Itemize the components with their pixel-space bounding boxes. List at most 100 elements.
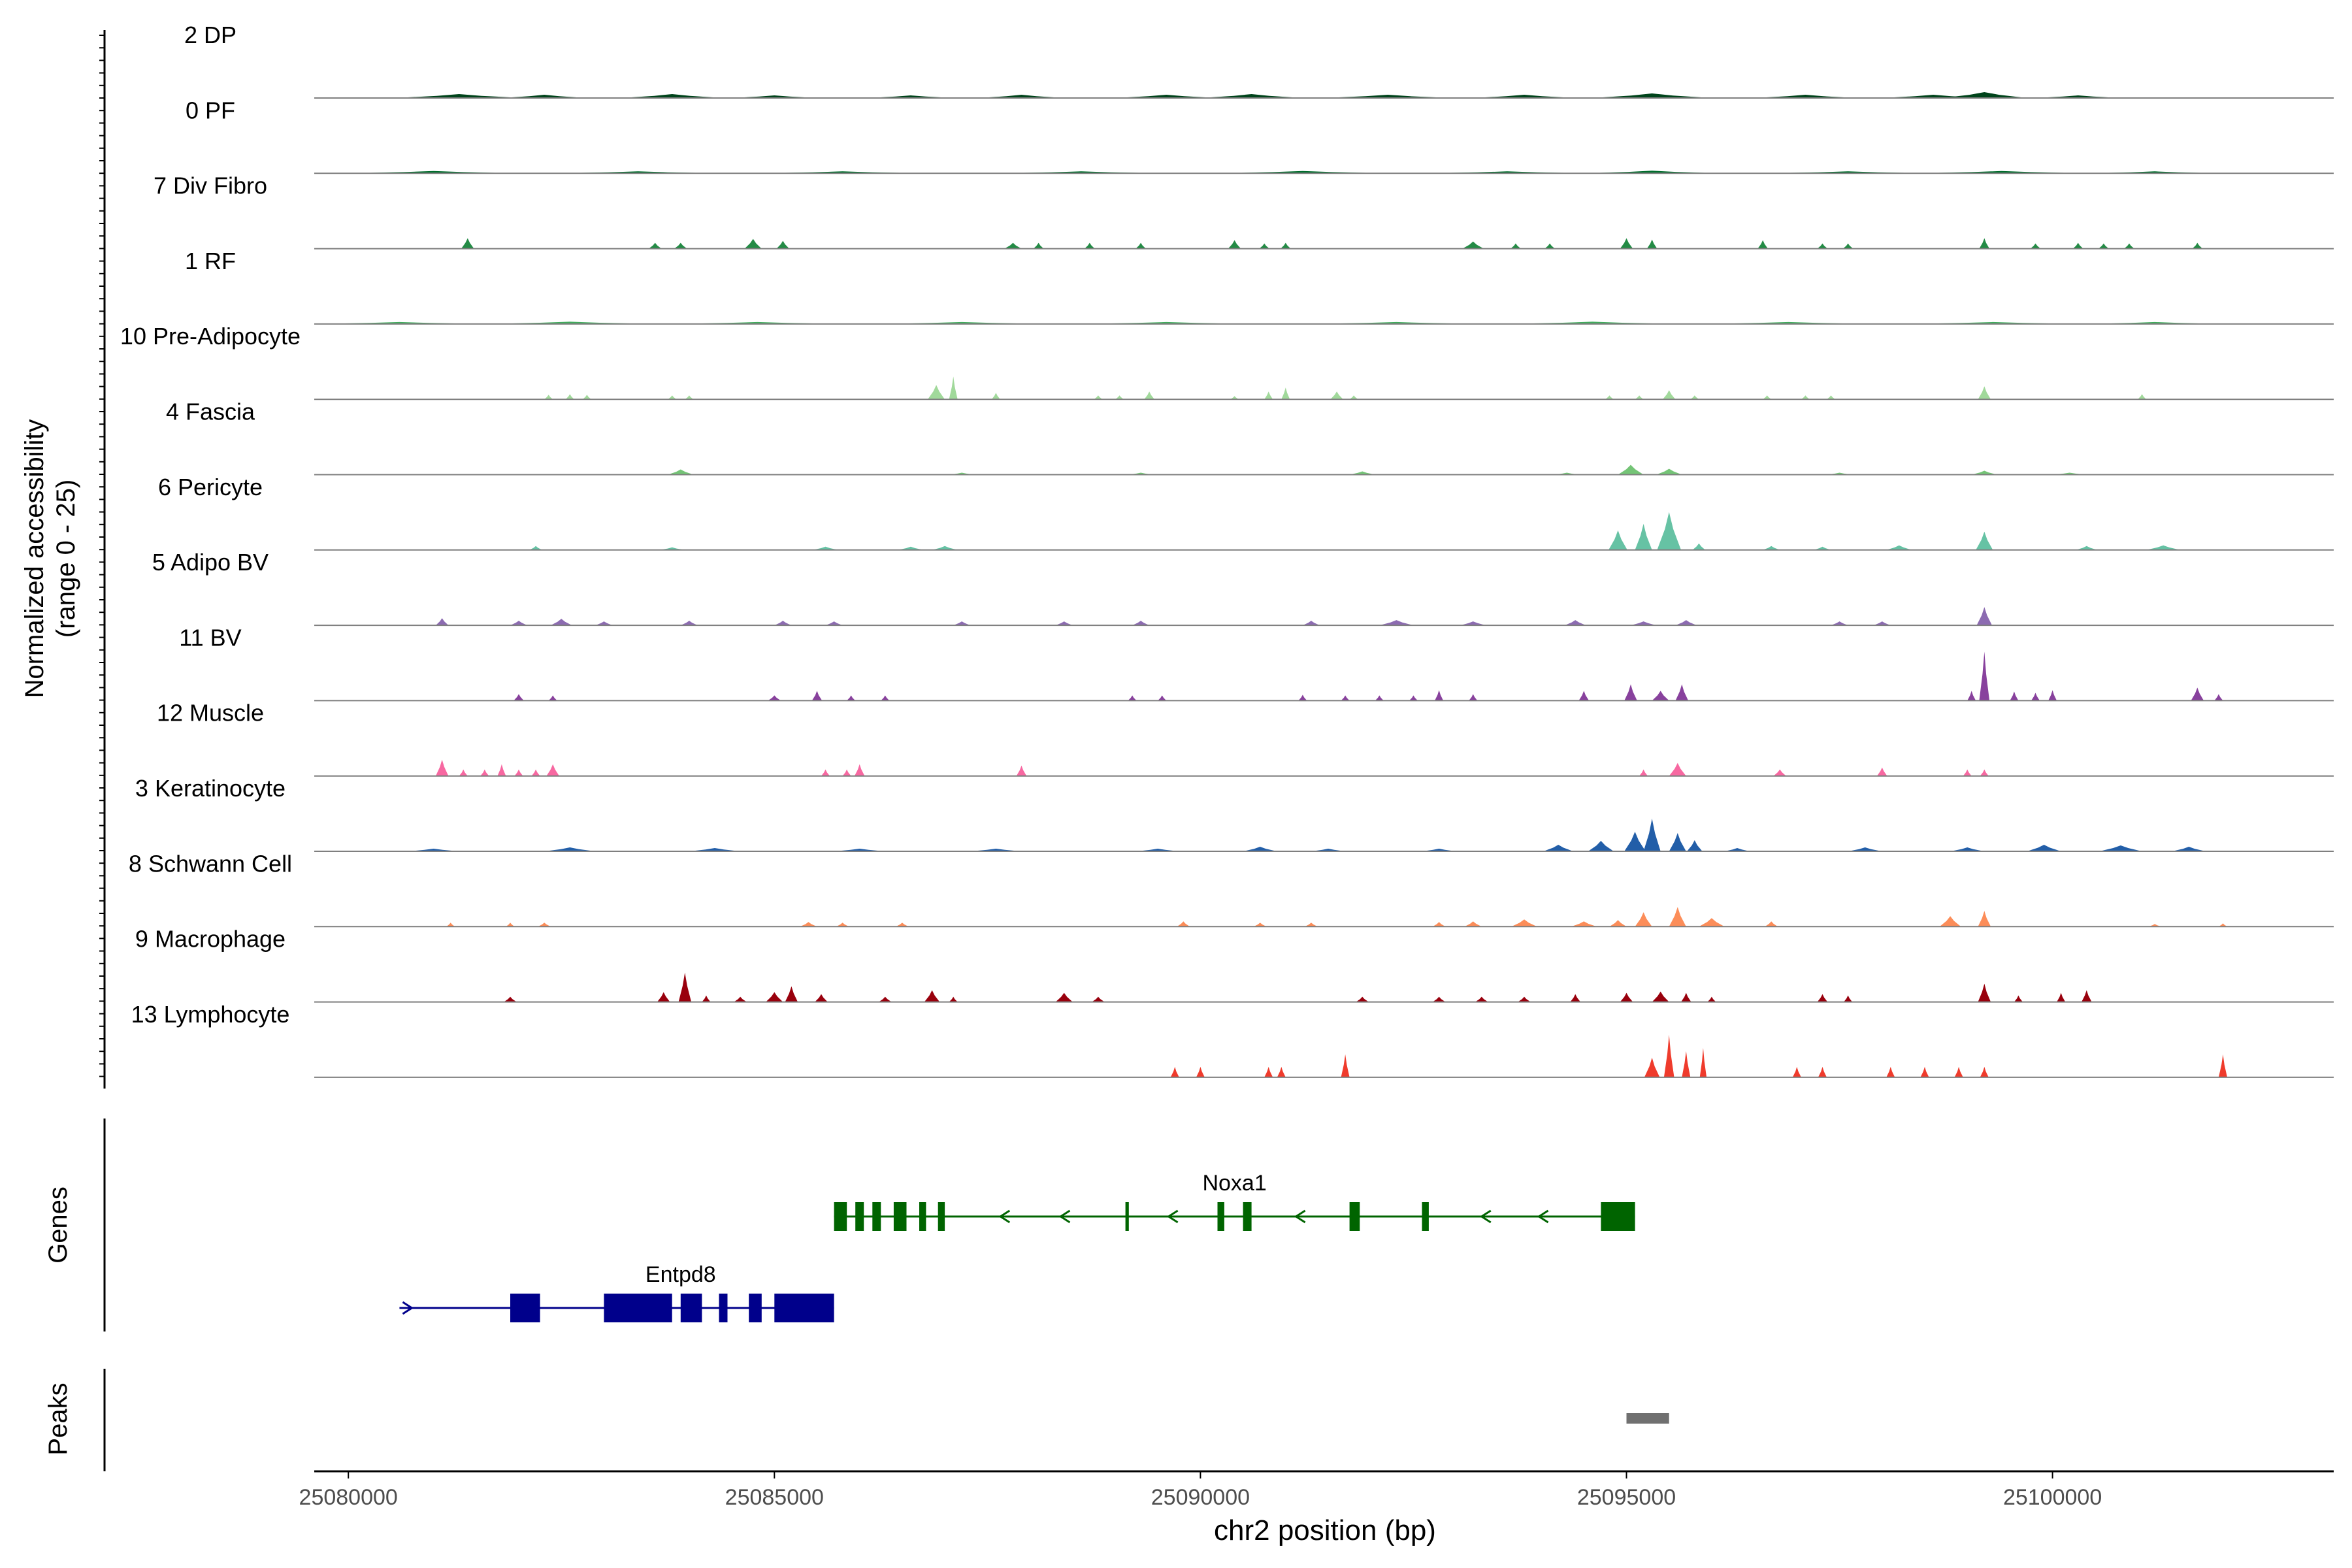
coverage-peak [1754,95,1857,98]
coverage-peak [1055,992,1073,1002]
exon-block [1243,1202,1252,1231]
coverage-peak [501,95,587,98]
coverage-peak [1976,607,1992,626]
coverage-peak [544,395,553,400]
coverage-peak [1624,832,1646,851]
coverage-peak [1681,992,1691,1002]
coverage-peak [1827,395,1835,400]
coverage-peak [1792,1066,1801,1077]
coverage-peak [842,769,851,776]
coverage-peak [1085,242,1095,249]
coverage-peak [1979,238,1990,249]
coverage-peak [2146,545,2181,550]
coverage-peak [1635,395,1644,400]
coverage-peak [674,242,687,249]
exon-block [919,1202,926,1231]
coverage-peak [1690,395,1699,400]
coverage-peak [1978,386,1991,400]
coverage-peak [1773,769,1786,776]
coverage-peak [1115,95,1218,98]
genes-label: Genes [44,1186,73,1264]
coverage-peak [1669,907,1686,927]
coverage-peak [932,546,958,550]
coverage-peak [979,95,1064,98]
coverage-peak [1980,1066,1989,1077]
coverage-peak [1652,691,1669,701]
coverage-peak [898,546,924,550]
coverage-peak [1511,243,1521,249]
track-label: 2 DP [184,22,237,48]
coverage-peak [1196,1066,1205,1077]
coverage-peak [2138,394,2147,400]
coverage-peak [1464,921,1482,927]
coverage-track: 1 RF [185,248,2334,325]
coverage-peak [1605,395,1614,400]
coverage-track: 9 Macrophage [135,926,2334,1003]
coverage-peak [2057,992,2066,1002]
coverage-peak [2010,691,2019,701]
coverage-peak [1620,238,1633,249]
coverage-peak [1978,911,1991,927]
coverage-peak [1662,390,1676,400]
coverage-peak [1115,395,1124,400]
coverage-peak [435,618,449,626]
coverage-peak [2076,546,2098,550]
coverage-peak [1170,1066,1179,1077]
coverage-peak [1765,921,1778,927]
coverage-peak [1967,691,1976,701]
coverage-peak [446,923,455,927]
coverage-peak [836,923,849,927]
coverage-track: 13 Lymphocyte [131,1001,2334,1078]
coverage-peak [2218,1054,2227,1077]
exon-block [604,1294,672,1322]
coverage-peak [744,238,762,249]
coverage-peak [1259,243,1269,249]
coverage-peak [1699,918,1725,927]
track-label: 13 Lymphocyte [131,1001,290,1028]
y-axis-label-line2: (range 0 - 25) [52,480,80,638]
coverage-peak [1135,242,1146,249]
coverage-peak [1978,983,1991,1002]
coverage-peak [1848,847,1882,851]
peak-regions-track [1626,1413,1669,1424]
coverage-peak [1033,242,1044,249]
x-tick-label: 25090000 [1151,1485,1250,1510]
track-label: 9 Macrophage [135,926,286,953]
coverage-peak [565,394,574,400]
coverage-peak [544,847,596,851]
coverage-peak [785,986,798,1002]
coverage-peak [1643,819,1661,851]
track-label: 1 RF [185,248,236,274]
exon-block [749,1294,762,1322]
coverage-peak [395,94,523,98]
coverage-peak [1939,916,1961,927]
coverage-peak [1324,95,1452,98]
coverage-peak [1669,762,1686,776]
coverage-tracks: 2 DP 0 PF 7 Div Fibro 1 RF 10 Pre-Adipocyte 4… [120,22,2334,1078]
x-tick-label: 25100000 [2003,1485,2102,1510]
coverage-peak [2218,923,2227,927]
exon-block [774,1294,834,1322]
coverage-track: 7 Div Fibro [154,172,2334,250]
coverage-peak [1305,923,1318,927]
coverage-peak [1518,996,1531,1002]
exon-block [834,1202,847,1231]
coverage-peak [1128,695,1137,701]
coverage-peak [2192,242,2203,249]
coverage-peak [1092,996,1105,1002]
coverage-peak [734,996,747,1002]
exon-block [855,1202,864,1231]
coverage-peak [1818,1066,1827,1077]
coverage-peak [1462,241,1484,249]
coverage-peak [1675,620,1697,626]
track-label: 8 Schwann Cell [129,850,292,877]
coverage-peak [668,395,677,400]
strand-chevron [1166,1209,1179,1224]
track-label: 10 Pre-Adipocyte [120,323,301,350]
coverage-peak [1349,395,1358,400]
x-tick-label: 25095000 [1577,1485,1676,1510]
coverage-peak [1349,471,1375,475]
coverage-peak [595,621,613,626]
coverage-peak [1341,695,1350,701]
exon-block [510,1294,540,1322]
